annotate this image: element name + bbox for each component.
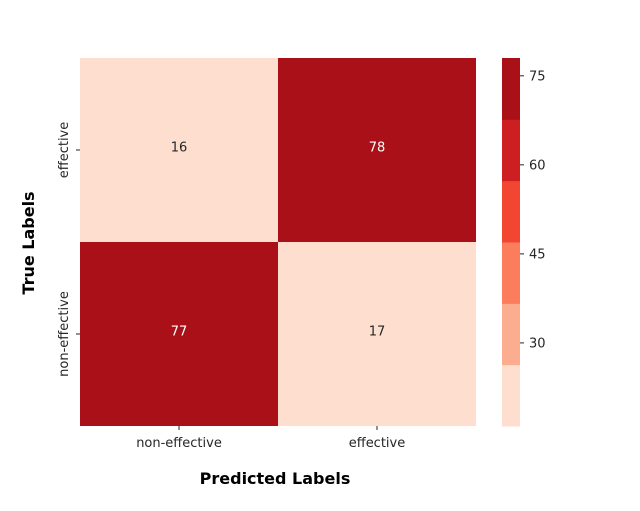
heatmap-cell [278,242,476,426]
x-tick-label: effective [349,436,406,451]
x-axis-title: Predicted Labels [200,469,351,488]
cell-value-label: 16 [171,141,188,156]
x-axis-ticks: non-effective effective [136,426,405,451]
cell-value-label: 78 [369,141,386,156]
y-tick-label: non-effective [57,291,72,377]
cell-value-label: 77 [171,325,188,340]
colorbar-segment [502,364,520,427]
y-tick-label: effective [57,122,72,179]
colorbar-segment [502,180,520,243]
heatmap-cell [80,58,278,242]
colorbar-ticks: 30 45 60 75 [520,69,546,351]
colorbar-segment [502,119,520,182]
heatmap-cell [80,242,278,426]
y-axis-title: True Labels [19,191,38,294]
colorbar-tick-label: 60 [529,158,546,173]
colorbar-segment [502,58,520,120]
cell-annotations: 16 78 77 17 [171,141,386,340]
colorbar-segment [502,303,520,366]
y-axis-ticks: effective non-effective [57,122,80,377]
cell-value-label: 17 [369,325,386,340]
colorbar [502,58,520,427]
colorbar-tick-label: 75 [529,69,546,84]
colorbar-segment [502,242,520,304]
colorbar-tick-label: 45 [529,247,546,262]
heatmap-cell [278,58,476,242]
x-tick-label: non-effective [136,436,222,451]
heatmap-cells [80,58,476,426]
colorbar-tick-label: 30 [529,336,546,351]
